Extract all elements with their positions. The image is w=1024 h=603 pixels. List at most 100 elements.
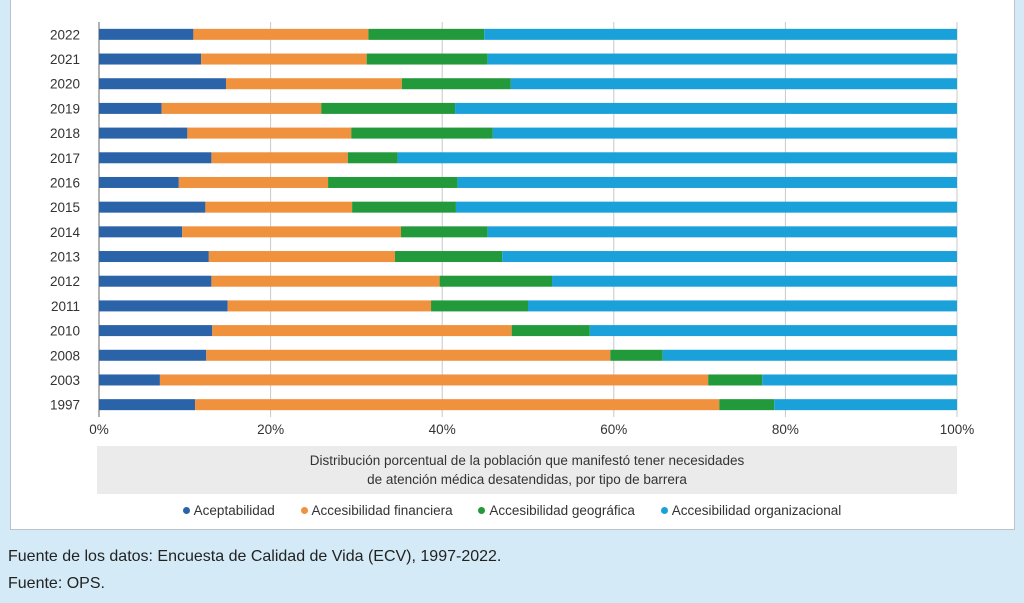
y-tick-label: 2011	[51, 299, 80, 314]
y-tick-label: 2014	[50, 225, 81, 240]
bar-segment	[211, 275, 440, 287]
stacked-bar-chart: 0% 20% 40% 60% 80% 100% 2022 2021 2020 2019 2018 20…	[50, 22, 975, 437]
bar-segment	[610, 349, 663, 361]
bar-segment	[401, 78, 511, 90]
bar-segment	[368, 28, 485, 40]
legend-item-financiera: Accesibilidad financiera	[300, 503, 453, 518]
y-tick-label: 2013	[50, 250, 80, 265]
bar-segment	[99, 399, 196, 411]
legend-dot-icon	[478, 506, 486, 514]
bar-segment	[484, 28, 957, 40]
bar-segment	[366, 53, 488, 65]
y-tick-label: 2012	[50, 274, 80, 289]
bar-segment	[510, 78, 957, 90]
bar-segment	[99, 176, 179, 188]
bar-segment	[99, 226, 183, 238]
x-tick-label: 40%	[429, 422, 456, 437]
bar-segment	[211, 152, 348, 164]
legend-item-geografica: Accesibilidad geográfica	[478, 503, 635, 518]
bar-segment	[99, 78, 226, 90]
y-tick-label: 2015	[50, 200, 80, 215]
x-tick-label: 100%	[940, 422, 975, 437]
bar-segment	[161, 102, 322, 114]
bar-segment	[328, 176, 458, 188]
legend-label: Accesibilidad organizacional	[671, 503, 842, 518]
bar-segment	[99, 275, 212, 287]
y-tick-label: 2018	[50, 126, 80, 141]
bar-segment	[774, 399, 957, 411]
bar-segment	[708, 374, 763, 386]
bar-segment	[487, 226, 957, 238]
bar-segment	[395, 251, 503, 263]
bar-segment	[455, 201, 957, 213]
x-tick-label: 80%	[772, 422, 799, 437]
legend-label: Aceptabilidad	[193, 503, 275, 518]
bar-segment	[492, 127, 957, 139]
bar-segment	[352, 201, 456, 213]
bar-segment	[455, 102, 957, 114]
bar-segment	[511, 325, 590, 337]
bar-segment	[212, 325, 512, 337]
legend: Aceptabilidad Accesibilidad financiera A…	[0, 503, 1024, 518]
bar-segment	[227, 300, 432, 312]
footer-source-data: Fuente de los datos: Encuesta de Calidad…	[8, 548, 502, 565]
bar-segment	[195, 399, 720, 411]
footer-source: Fuente: OPS.	[8, 575, 105, 592]
y-tick-label: 2021	[50, 52, 80, 67]
bar-segment	[552, 275, 957, 287]
bar-segment	[431, 300, 528, 312]
legend-item-organizacional: Accesibilidad organizacional	[660, 503, 842, 518]
bar-segment	[99, 28, 194, 40]
y-tick-label: 1997	[50, 398, 80, 413]
bar-segment	[99, 251, 209, 263]
chart-title: Distribución porcentual de la población …	[97, 446, 957, 494]
bar-segment	[99, 325, 213, 337]
bar-segment	[662, 349, 957, 361]
bar-segment	[439, 275, 553, 287]
legend-dot-icon	[660, 506, 668, 514]
bar-segment	[193, 28, 369, 40]
bar-segment	[208, 251, 396, 263]
bar-segment	[201, 53, 367, 65]
x-tick-label: 0%	[89, 422, 109, 437]
bar-segment	[99, 300, 228, 312]
bar-segment	[99, 349, 207, 361]
bar-segment	[206, 349, 611, 361]
bar-segment	[589, 325, 957, 337]
bar-segment	[502, 251, 957, 263]
legend-label: Accesibilidad geográfica	[489, 503, 635, 518]
x-tick-label: 20%	[257, 422, 284, 437]
bar-segment	[719, 399, 775, 411]
bar-segment	[225, 78, 402, 90]
y-tick-label: 2022	[50, 27, 80, 42]
y-tick-label: 2019	[50, 101, 80, 116]
bar-segment	[99, 53, 202, 65]
bar-segment	[99, 152, 212, 164]
bar-segment	[159, 374, 709, 386]
bar-segment	[457, 176, 957, 188]
bar-segment	[99, 127, 188, 139]
bar-segment	[187, 127, 352, 139]
bar-segment	[487, 53, 957, 65]
legend-label: Accesibilidad financiera	[311, 503, 453, 518]
bar-segment	[178, 176, 329, 188]
bar-segment	[205, 201, 353, 213]
y-tick-label: 2017	[50, 151, 80, 166]
bar-segment	[99, 374, 160, 386]
x-tick-label: 60%	[600, 422, 627, 437]
bar-segment	[762, 374, 957, 386]
y-tick-label: 2008	[50, 348, 80, 363]
y-tick-label: 2003	[50, 373, 80, 388]
chart-title-line-1: Distribución porcentual de la población …	[309, 453, 745, 468]
bar-segment	[347, 152, 398, 164]
y-tick-label: 2010	[50, 324, 80, 339]
bar-segment	[351, 127, 493, 139]
legend-item-aceptabilidad: Aceptabilidad	[182, 503, 275, 518]
y-tick-label: 2020	[50, 77, 80, 92]
y-tick-label: 2016	[50, 175, 80, 190]
bar-segment	[401, 226, 488, 238]
bar-segment	[321, 102, 456, 114]
legend-dot-icon	[300, 506, 308, 514]
bar-segment	[528, 300, 957, 312]
bar-segment	[99, 201, 206, 213]
